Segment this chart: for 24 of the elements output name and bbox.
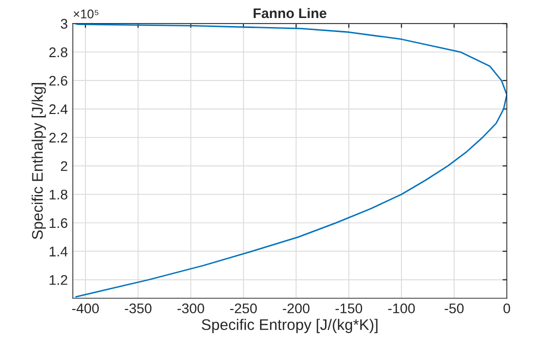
- x-axis-title: Specific Entropy [J/(kg*K)]: [202, 318, 378, 334]
- y-tick-label: 2: [60, 161, 68, 171]
- y-tick-label: 2.4: [49, 104, 68, 114]
- y-tick-label: 2.8: [49, 47, 68, 58]
- y-tick-label: 1.6: [50, 218, 68, 228]
- x-tick-label: -150: [336, 303, 362, 314]
- y-tick-label: 3: [60, 18, 68, 29]
- x-tick-label: -250: [230, 303, 257, 314]
- line-series: [74, 24, 507, 298]
- y-tick-label: 2.6: [49, 76, 68, 86]
- y-tick-label: 1.2: [50, 275, 68, 285]
- x-tick-label: 0: [503, 303, 510, 314]
- x-tick-label: -300: [178, 303, 204, 314]
- y-tick-label: 1.4: [50, 246, 68, 256]
- y-tick-label: 2.2: [49, 132, 68, 142]
- x-tick-label: -200: [282, 303, 310, 314]
- chart-title: Fanno Line: [254, 8, 326, 18]
- x-tick-label: -350: [124, 303, 152, 314]
- text: ×10⁵: [74, 10, 98, 18]
- y-tick-label: 1.8: [50, 190, 68, 200]
- x-tick-label: -50: [444, 303, 464, 314]
- x-tick-label: -400: [72, 303, 99, 314]
- x-tick-label: -100: [388, 303, 415, 314]
- y-axis-title: Specific Enthalpy [J/kg]: [32, 83, 46, 240]
